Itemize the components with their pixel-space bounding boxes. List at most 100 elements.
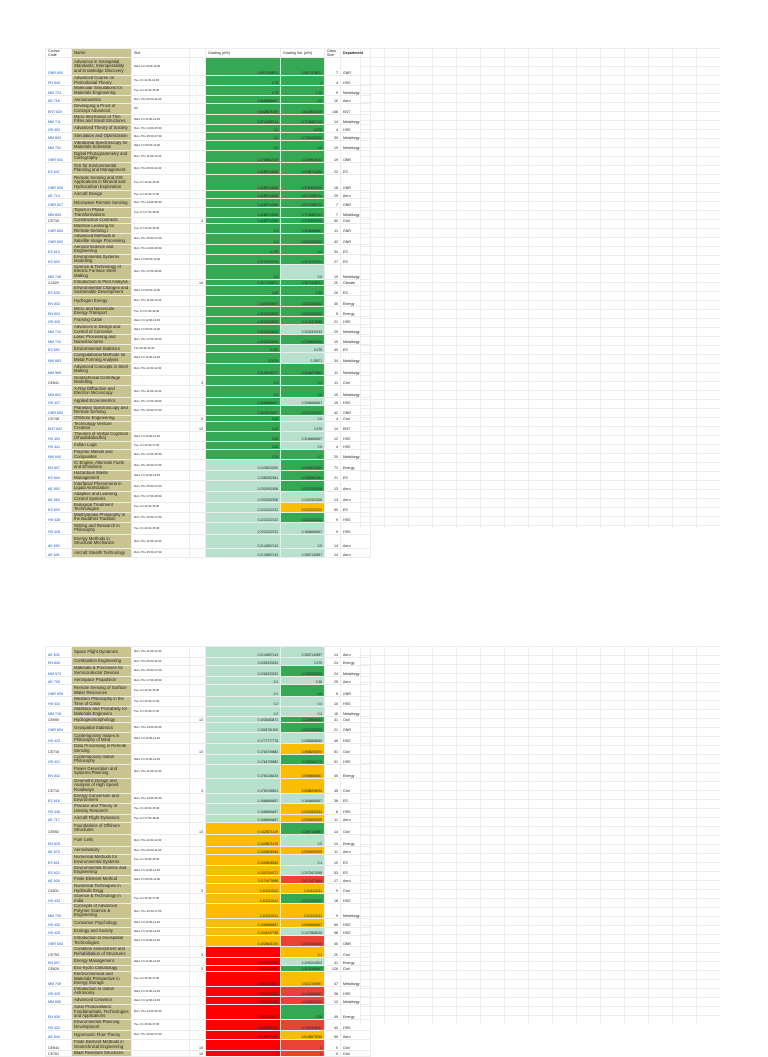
class-size-cell[interactable]: 9 xyxy=(324,903,341,920)
course-name-cell[interactable]: Energy Management xyxy=(71,957,132,967)
class-size-cell[interactable]: 9 xyxy=(324,511,341,523)
slot-cell[interactable]: Mon, Thu 17:00-18:30 xyxy=(131,334,190,346)
course-code-link[interactable]: ES 647 xyxy=(45,161,72,175)
department-cell[interactable]: ES xyxy=(340,161,371,175)
grading-ind-cell[interactable]: 0.35 xyxy=(280,284,325,296)
course-code-link[interactable]: AE 690 xyxy=(45,533,72,549)
grading-pct-cell[interactable]: 0.2142857143 xyxy=(205,646,281,658)
class-size-cell[interactable]: 27 xyxy=(324,253,341,265)
course-code-link[interactable]: EN 607 xyxy=(45,957,72,967)
course-code-link[interactable]: HS 429 xyxy=(45,985,72,998)
course-code-link[interactable]: HS 403 xyxy=(45,123,72,133)
credits-cell[interactable] xyxy=(189,957,206,967)
course-code-link[interactable]: ES 604 xyxy=(45,470,72,482)
grading-pct-cell[interactable]: 0.3125 xyxy=(205,352,281,364)
class-size-cell[interactable]: 10 xyxy=(324,384,341,398)
slot-cell[interactable]: Tue, Fri 15:30-17:00 xyxy=(131,189,190,199)
class-size-cell[interactable]: 146 xyxy=(324,103,341,115)
class-size-cell[interactable]: 25 xyxy=(324,676,341,685)
grading-pct-cell[interactable]: 0.1025641026 xyxy=(205,935,281,948)
slot-cell[interactable]: Mon, Thu 09:30-11:00 xyxy=(131,657,190,666)
course-name-cell[interactable]: Environmental Statistics xyxy=(71,344,132,354)
course-name-cell[interactable]: Aircraft Flight Dynamics xyxy=(71,813,132,823)
grading-pct-cell[interactable]: 0.2 xyxy=(205,706,281,718)
slot-cell[interactable]: Tue, Fri 15:30-17:00 xyxy=(131,971,190,987)
course-name-cell[interactable]: Energy Conversion and Environment xyxy=(71,792,132,804)
credits-cell[interactable] xyxy=(189,404,206,416)
course-name-cell[interactable]: Micro mechanics of Thin Films and Small … xyxy=(71,113,132,125)
course-code-link[interactable]: GNR 602 xyxy=(45,233,72,245)
grading-ind-cell[interactable]: 0.0212765957 xyxy=(280,971,325,987)
course-code-link[interactable]: AE 653 xyxy=(45,480,72,493)
class-size-cell[interactable]: 6 xyxy=(324,802,341,815)
grading-pct-cell[interactable]: 0.1428571429 xyxy=(205,821,281,835)
slot-cell[interactable]: Wed, Fri 11:00-12:30 xyxy=(131,918,190,929)
grading-ind-cell[interactable]: 0.6 xyxy=(280,684,325,697)
credits-cell[interactable] xyxy=(189,1029,206,1040)
department-cell[interactable]: Metallurgy xyxy=(340,706,371,718)
grading-pct-cell[interactable]: 0.25 xyxy=(205,420,281,432)
department-cell[interactable]: Metallurgy xyxy=(340,206,371,219)
grading-ind-cell[interactable]: 0.0909090909 xyxy=(280,845,325,855)
credits-cell[interactable] xyxy=(189,511,206,523)
grading-ind-cell[interactable]: 0.2439024390 xyxy=(280,459,325,472)
grading-pct-cell[interactable]: 0.1666666667 xyxy=(205,813,281,823)
credits-cell[interactable] xyxy=(189,131,206,141)
grading-pct-cell[interactable]: 0.3333333333 xyxy=(205,334,281,346)
grading-ind-cell[interactable]: 0.2222222222 xyxy=(280,501,325,513)
slot-cell[interactable]: Wed, Fri 11:00-12:30 xyxy=(131,935,190,948)
grading-ind-cell[interactable]: 0.275 xyxy=(280,344,325,354)
slot-cell[interactable]: Wed, Fri 11:00-12:30 xyxy=(131,957,190,967)
slot-cell[interactable]: Thu 09:30-11:00 xyxy=(131,344,190,354)
grading-ind-cell[interactable]: 0.25 xyxy=(280,1004,325,1020)
class-size-cell[interactable]: 13 xyxy=(324,491,341,503)
slot-cell[interactable]: NA xyxy=(131,103,190,115)
credits-cell[interactable] xyxy=(189,813,206,823)
credits-cell[interactable] xyxy=(189,470,206,482)
credits-cell[interactable] xyxy=(189,334,206,346)
course-name-cell[interactable]: Ecology and Society xyxy=(71,927,132,937)
credits-cell[interactable]: 13 xyxy=(189,743,206,755)
credits-cell[interactable] xyxy=(189,253,206,265)
course-name-cell[interactable]: Hypersonic Flow Theory xyxy=(71,1029,132,1040)
credits-cell[interactable] xyxy=(189,95,206,105)
slot-cell[interactable]: Tue, Fri 14:00-15:30 xyxy=(131,802,190,815)
slot-cell[interactable]: Mon, Thu 09:30-11:00 xyxy=(131,845,190,855)
grading-ind-cell[interactable]: 0.5 xyxy=(280,533,325,549)
slot-cell[interactable]: Tue, Fri 17:00-18:30 xyxy=(131,206,190,219)
course-name-cell[interactable]: Vibrational Spectroscopy for Materials S… xyxy=(71,139,132,151)
course-name-cell[interactable]: Introduction to Pilot Analysis xyxy=(71,278,132,286)
course-name-cell[interactable]: Planetary Spectroscopy and Remote Sensin… xyxy=(71,404,132,416)
grading-ind-cell[interactable]: 0.1666666667 xyxy=(280,792,325,804)
class-size-cell[interactable]: 42 xyxy=(324,233,341,245)
credits-cell[interactable] xyxy=(189,903,206,920)
course-code-link[interactable]: EN 642 xyxy=(45,763,72,779)
slot-cell[interactable]: Mon, Thu 09:30-11:00 xyxy=(131,161,190,175)
credits-cell[interactable] xyxy=(189,802,206,815)
credits-cell[interactable] xyxy=(189,763,206,779)
course-name-cell[interactable]: Advanced Methods in Satellite Image Proc… xyxy=(71,233,132,245)
course-name-cell[interactable]: Combustion Engineering xyxy=(71,657,132,666)
class-size-cell[interactable]: 36 xyxy=(324,792,341,804)
class-size-cell[interactable]: 14 xyxy=(324,646,341,658)
credits-cell[interactable] xyxy=(189,665,206,677)
grading-pct-cell[interactable]: 0.2666666667 xyxy=(205,396,281,406)
grading-pct-cell[interactable]: 0.2222222222 xyxy=(205,521,281,535)
credits-cell[interactable] xyxy=(189,927,206,937)
grading-ind-cell[interactable]: 0 xyxy=(280,1038,325,1051)
grading-ind-cell[interactable]: 0.875 xyxy=(280,123,325,133)
department-cell[interactable]: ES xyxy=(340,470,371,482)
class-size-cell[interactable]: 21 xyxy=(324,722,341,734)
course-name-cell[interactable]: Statistics and Probability for Materials… xyxy=(71,706,132,718)
slot-cell[interactable]: Mon, Thu 14:00-15:30 xyxy=(131,243,190,255)
header-department[interactable]: Department xyxy=(340,48,371,58)
credits-cell[interactable]: 10 xyxy=(189,1038,206,1051)
course-code-link[interactable]: EN 640 xyxy=(45,657,72,666)
course-code-link[interactable]: GNR 631 xyxy=(45,149,72,163)
course-code-link[interactable]: PH 540 xyxy=(45,74,72,87)
grading-ind-cell[interactable]: 0.2222222222 xyxy=(280,404,325,416)
course-name-cell[interactable]: Environmental Changes and Sustainable De… xyxy=(71,284,132,296)
course-code-link[interactable]: CE641 xyxy=(45,374,72,386)
grading-ind-cell[interactable]: 0.3333333333 xyxy=(280,305,325,318)
department-cell[interactable]: Metallurgy xyxy=(340,903,371,920)
